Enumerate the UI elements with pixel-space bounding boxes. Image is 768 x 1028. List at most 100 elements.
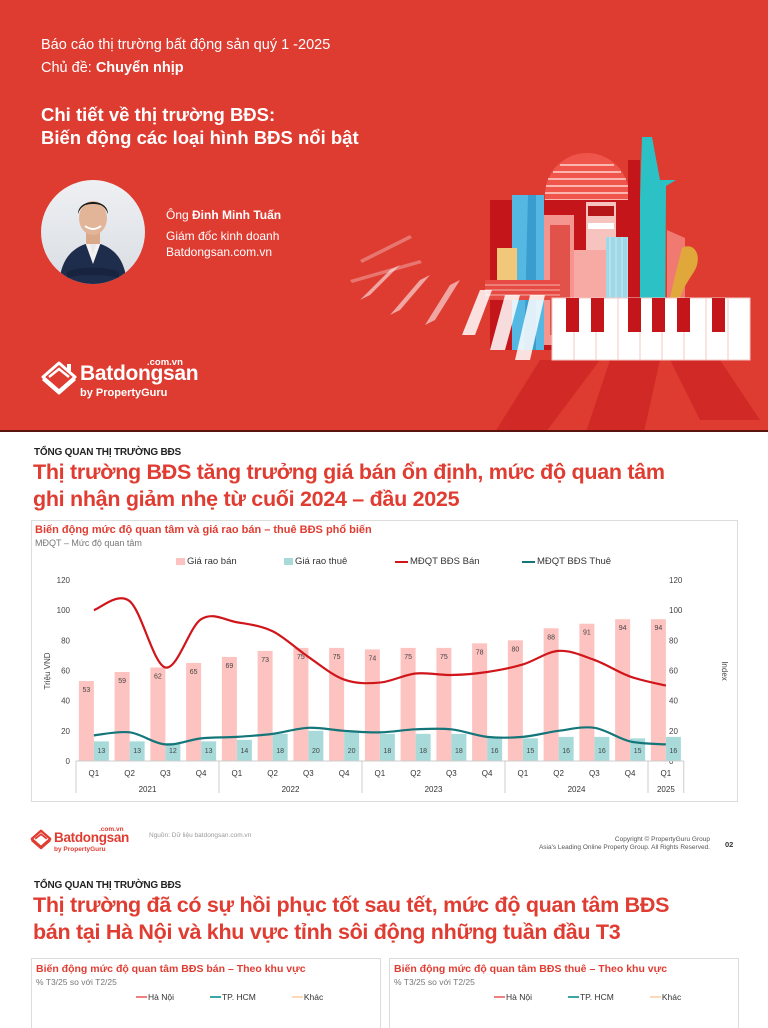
year-group-label: 2024 xyxy=(568,785,586,794)
legend-label: Giá rao bán xyxy=(187,556,237,567)
bar-value-label: 16 xyxy=(562,748,570,755)
bar-sale-price xyxy=(615,619,631,761)
bar-rent-price xyxy=(129,741,145,761)
footer-brand-domain: .com.vn xyxy=(99,826,124,833)
bar-value-label: 80 xyxy=(511,646,519,653)
line-swatch-icon xyxy=(395,560,408,563)
bar-sale-price xyxy=(150,667,166,761)
report-title: Báo cáo thị trường bất động sản quý 1 -2… xyxy=(41,37,331,53)
y-axis-label: Triệu VND xyxy=(43,652,52,689)
legend-item-sale-interest: MĐQT BĐS Bán xyxy=(395,556,480,567)
x-axis-tick: Q2 xyxy=(410,769,421,778)
year-group-label: 2021 xyxy=(139,785,157,794)
bar-value-label: 15 xyxy=(526,748,534,755)
bar-value-label: 74 xyxy=(368,655,376,662)
slide3-title-line-1: Thị trường đã có sự hồi phục tốt sau tết… xyxy=(33,893,670,917)
legend-label: Khác xyxy=(661,992,682,1002)
y2-axis-tick: 80 xyxy=(669,636,678,645)
bar-sale-price xyxy=(221,656,237,761)
bar-rent-price xyxy=(522,738,538,761)
chart-plot-area: 002020404060608080100100120120Triệu VNDI… xyxy=(43,576,729,794)
legend-label: Hà Nội xyxy=(148,992,174,1002)
cover-slide: Báo cáo thị trường bất động sản quý 1 -2… xyxy=(0,0,768,432)
mini-chart-subtitle: % T3/25 so với T2/25 xyxy=(36,977,117,987)
y2-axis-tick: 40 xyxy=(669,697,678,706)
bar-swatch-icon xyxy=(176,558,185,565)
bar-value-label: 18 xyxy=(419,748,427,755)
footer-brand-byline: by PropertyGuru xyxy=(54,846,106,853)
bar-sale-price xyxy=(579,623,595,761)
footer-brand-wordmark: Batdongsan xyxy=(54,830,130,845)
legend-item-other: Khác xyxy=(649,992,682,1002)
bar-value-label: 13 xyxy=(205,748,213,755)
house-stack-logo-icon xyxy=(30,829,52,850)
mini-chart-title: Biến động mức độ quan tâm BĐS bán – Theo… xyxy=(36,963,306,975)
line-swatch-icon xyxy=(649,996,661,998)
bar-value-label: 18 xyxy=(383,748,391,755)
legend-item-hanoi: Hà Nội xyxy=(136,992,174,1002)
legend-label: MĐQT BĐS Bán xyxy=(410,556,480,567)
headline-line-1: Chi tiết về thị trường BĐS: xyxy=(41,104,276,125)
bar-value-label: 75 xyxy=(440,654,448,661)
brand-wordmark: Batdongsan xyxy=(80,362,199,385)
x-axis-tick: Q2 xyxy=(267,769,278,778)
bar-value-label: 18 xyxy=(276,748,284,755)
report-topic: Chủ đề: Chuyển nhịp xyxy=(41,60,184,76)
city-piano-illustration-icon xyxy=(350,137,760,430)
bar-value-label: 78 xyxy=(476,649,484,656)
bar-value-label: 16 xyxy=(598,748,606,755)
y2-axis-tick: 20 xyxy=(669,727,678,736)
y2-axis-label: Index xyxy=(720,661,729,681)
sale-interest-by-region-chart: Biến động mức độ quan tâm BĐS bán – Theo… xyxy=(31,958,381,1028)
bar-sale-price xyxy=(257,650,273,761)
bar-sale-price xyxy=(507,640,523,761)
x-axis-tick: Q4 xyxy=(339,769,350,778)
bar-value-label: 75 xyxy=(404,654,412,661)
y-axis-tick: 60 xyxy=(61,667,70,676)
bar-value-label: 20 xyxy=(348,748,356,755)
bar-sale-price xyxy=(114,672,130,761)
x-axis-tick: Q1 xyxy=(661,769,672,778)
slide2-kicker: TỔNG QUAN THỊ TRƯỜNG BĐS xyxy=(34,447,182,458)
person-portrait-icon xyxy=(59,201,127,284)
bar-value-label: 69 xyxy=(225,663,233,670)
house-stack-logo-icon xyxy=(41,361,77,395)
legend-label: MĐQT BĐS Thuê xyxy=(537,556,612,567)
bar-value-label: 15 xyxy=(634,748,642,755)
x-axis-tick: Q1 xyxy=(89,769,100,778)
slide3-title-line-2: bán tại Hà Nội và khu vực tỉnh sôi động … xyxy=(33,920,621,944)
bar-value-label: 75 xyxy=(333,654,341,661)
y2-axis-tick: 100 xyxy=(669,606,683,615)
bar-rent-price xyxy=(379,733,395,761)
speaker-prefix: Ông xyxy=(166,208,193,222)
bar-sale-price xyxy=(400,647,416,761)
headline-line-2: Biến động các loại hình BĐS nổi bật xyxy=(41,127,359,148)
mini-chart-title: Biến động mức độ quan tâm BĐS thuê – The… xyxy=(394,963,668,975)
line-swatch-icon xyxy=(567,996,579,998)
y-axis-tick: 100 xyxy=(57,606,71,615)
bar-sale-price xyxy=(329,647,345,761)
copyright-line-1: Copyright © PropertyGuru Group xyxy=(614,836,710,843)
bar-value-label: 12 xyxy=(169,748,177,755)
line-swatch-icon xyxy=(291,996,303,998)
legend-label: Hà Nội xyxy=(506,992,532,1002)
legend-item-sale-price: Giá rao bán xyxy=(176,556,237,567)
speaker-company: Batdongsan.com.vn xyxy=(166,245,273,259)
bar-rent-price xyxy=(344,730,360,761)
bar-value-label: 20 xyxy=(312,748,320,755)
bar-sale-price xyxy=(436,647,452,761)
bar-value-label: 16 xyxy=(491,748,499,755)
x-axis-tick: Q2 xyxy=(553,769,564,778)
cover-headline: Chi tiết về thị trường BĐS: Biến động cá… xyxy=(41,103,359,149)
page-number: 02 xyxy=(725,840,734,849)
x-axis-tick: Q1 xyxy=(232,769,243,778)
legend-item-rent-interest: MĐQT BĐS Thuê xyxy=(522,556,611,567)
x-axis-tick: Q3 xyxy=(160,769,171,778)
legend-label: TP. HCM xyxy=(579,992,614,1002)
legend-item-hcm: TP. HCM xyxy=(567,992,614,1002)
bar-rent-price xyxy=(665,736,681,761)
data-source: Nguồn: Dữ liệu batdongsan.com.vn xyxy=(149,832,252,839)
bar-sale-price xyxy=(186,662,202,761)
y2-axis-tick: 60 xyxy=(669,667,678,676)
bar-sale-price xyxy=(293,647,309,761)
